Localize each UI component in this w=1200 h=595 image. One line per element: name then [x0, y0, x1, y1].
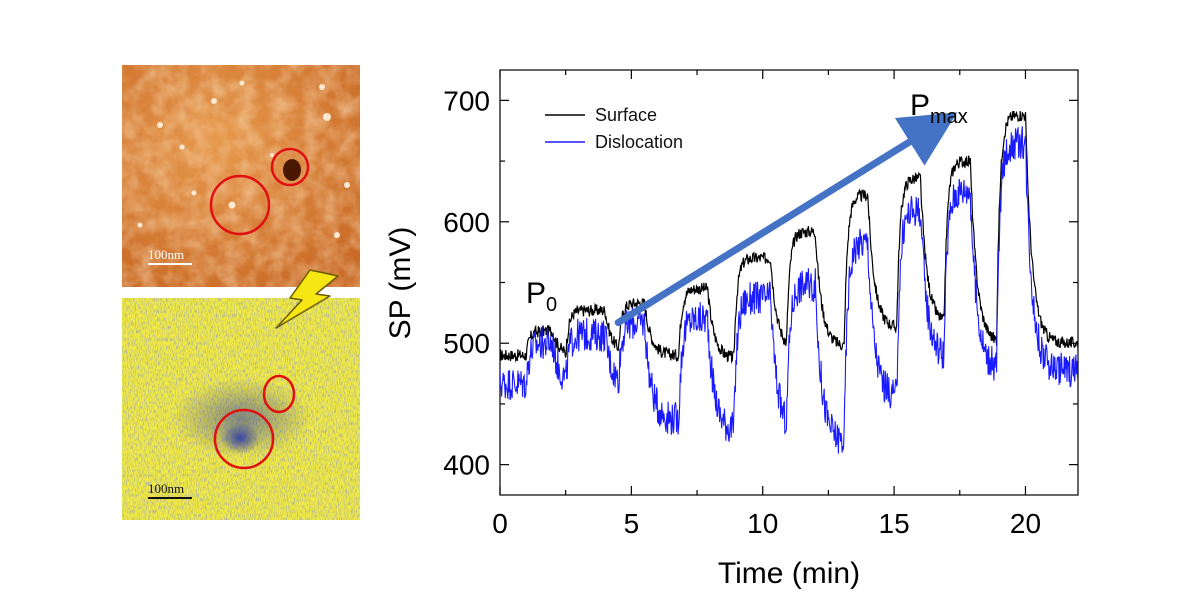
legend-label-surface: Surface	[595, 105, 657, 125]
highlight-circle-large	[209, 174, 271, 236]
afm-topography-image: 100nm	[122, 65, 360, 287]
kpfm-potential-graphic	[122, 298, 360, 520]
y-tick-label: 700	[443, 85, 490, 116]
p0-label: P0	[526, 277, 557, 316]
kpfm-potential-image: 100nm	[122, 298, 360, 520]
series-layer	[500, 110, 1078, 454]
afm-scale-label: 100nm	[148, 247, 185, 262]
highlight-circle-small	[262, 374, 296, 414]
x-tick-label: 5	[624, 508, 640, 539]
kpfm-scale-label: 100nm	[148, 481, 185, 496]
highlight-circle-small	[270, 147, 310, 187]
dislocation-pit	[283, 159, 301, 181]
lightning-bolt-icon	[275, 269, 339, 329]
legend-label-dislocation: Dislocation	[595, 132, 683, 152]
x-tick-label: 15	[879, 508, 910, 539]
legend: Surface Dislocation	[545, 105, 683, 152]
x-tick-label: 20	[1010, 508, 1041, 539]
trend-arrow	[614, 112, 958, 327]
pmax-label: Pmax	[910, 89, 968, 128]
axis-ticks: 0 5 10 15 20 400 500 600 700	[443, 70, 1078, 539]
x-tick-label: 0	[492, 508, 508, 539]
afm-topography-graphic	[122, 65, 360, 287]
y-tick-label: 600	[443, 207, 490, 238]
series-line-surface	[500, 110, 1078, 365]
y-tick-label: 400	[443, 450, 490, 481]
sp-time-chart: 0 5 10 15 20 400 500 600 700 Surface Dislocation…	[384, 69, 1079, 590]
y-tick-label: 500	[443, 328, 490, 359]
y-axis-label: SP (mV)	[384, 227, 417, 340]
x-tick-label: 10	[747, 508, 778, 539]
kpfm-scale-bar	[148, 497, 192, 499]
afm-scale-bar	[148, 263, 192, 265]
series-line-dislocation	[500, 126, 1078, 454]
x-axis-label: Time (min)	[718, 557, 860, 590]
highlight-circle-large	[213, 408, 275, 470]
